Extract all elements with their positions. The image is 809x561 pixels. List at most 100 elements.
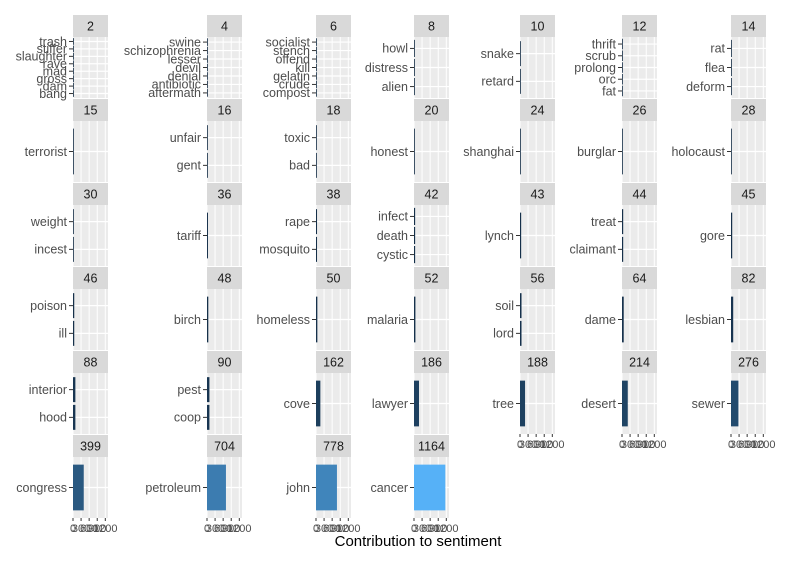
facet-strip — [622, 267, 657, 289]
facet-strip — [207, 267, 242, 289]
facet-strip — [520, 183, 555, 205]
y-tick-label: deform — [686, 80, 725, 94]
facet-plot-area — [520, 37, 555, 98]
y-tick-label: gross — [36, 72, 67, 86]
y-tick-label: lynch — [485, 229, 514, 243]
bar — [207, 38, 208, 46]
bar — [73, 90, 74, 97]
y-tick-label: offend — [275, 52, 310, 66]
facet-strip-label: 162 — [323, 356, 344, 370]
facet-strip — [414, 15, 449, 37]
bar — [316, 296, 318, 343]
facet-strip-label: 188 — [527, 356, 548, 370]
facet-panel: 4 swineschizophrenialesserdevildenialanti… — [124, 15, 242, 100]
facet-strip — [73, 435, 108, 457]
bar — [414, 77, 415, 96]
x-tick-label: 0 — [619, 439, 625, 451]
bar — [207, 212, 208, 259]
facet-strip-label: 24 — [531, 104, 545, 118]
y-tick-label: holocaust — [671, 145, 725, 159]
bar — [520, 212, 522, 259]
bar — [207, 80, 208, 89]
y-tick-label: lord — [493, 327, 514, 341]
y-tick-label: mad — [43, 65, 67, 79]
x-tick-label: 1200 — [227, 523, 251, 535]
bar — [622, 38, 623, 50]
facet-strip — [73, 351, 108, 373]
x-axis-title: Contribution to sentiment — [335, 533, 503, 550]
bar — [520, 320, 522, 346]
facet-strip — [73, 15, 108, 37]
facet-strip-label: 42 — [425, 188, 439, 202]
facet-strip-label: 48 — [218, 272, 232, 286]
facet-strip — [731, 267, 766, 289]
y-tick-label: birch — [174, 313, 201, 327]
facet-strip — [622, 15, 657, 37]
y-tick-label: orc — [599, 73, 616, 87]
y-tick-label: lawyer — [372, 397, 408, 411]
x-tick-label: 600 — [214, 523, 232, 535]
facet-strip-label: 26 — [633, 104, 647, 118]
bar — [316, 80, 317, 89]
bar — [316, 236, 318, 262]
facet-panel: 90 pest coop — [174, 351, 242, 434]
x-tick-label: 900 — [222, 523, 240, 535]
facet-strip-label: 36 — [218, 188, 232, 202]
facet-strip — [731, 15, 766, 37]
bar — [207, 63, 208, 72]
y-tick-label: soil — [495, 299, 514, 313]
y-tick-label: antibiotic — [152, 78, 201, 92]
x-tick-label: 600 — [323, 523, 341, 535]
bar — [316, 380, 321, 427]
bar — [73, 52, 74, 60]
facet-strip-label: 28 — [742, 104, 756, 118]
facet-panel: 6 socialiststenchoffendkillgelatincrudeco… — [263, 15, 351, 100]
facet-strip-label: 20 — [425, 104, 439, 118]
facet-plot-area — [207, 373, 242, 434]
facet-panel: 56 soil lord — [493, 267, 555, 350]
facet-strip-label: 4 — [221, 20, 228, 34]
x-tick-label: 0 — [728, 439, 734, 451]
y-tick-label: distress — [365, 61, 408, 75]
y-tick-label: aftermath — [148, 86, 201, 100]
bar — [622, 85, 623, 97]
facet-strip-label: 778 — [323, 440, 344, 454]
y-tick-label: treat — [591, 215, 617, 229]
facet-strip — [622, 183, 657, 205]
bar — [207, 89, 208, 97]
facet-strip-label: 399 — [80, 440, 101, 454]
y-tick-label: incest — [34, 243, 67, 257]
bar — [414, 245, 416, 264]
facet-strip — [414, 267, 449, 289]
facet-strip — [316, 435, 351, 457]
facet-strip — [622, 99, 657, 121]
bar — [316, 464, 337, 511]
facet-panel: 88 interior hood — [29, 351, 108, 434]
x-tick-label: 900 — [535, 439, 553, 451]
y-tick-label: petroleum — [145, 481, 201, 495]
facet-plot-area — [622, 205, 657, 266]
y-tick-label: crude — [279, 78, 310, 92]
bar — [622, 73, 623, 85]
facet-strip-label: 90 — [218, 356, 232, 370]
facet-strip-label: 44 — [633, 188, 647, 202]
bar — [73, 60, 74, 68]
bar — [316, 38, 317, 46]
x-tick-label: 1200 — [93, 523, 117, 535]
facet-strip — [731, 99, 766, 121]
facet-strip-label: 10 — [531, 20, 545, 34]
facet-strip-label: 30 — [84, 188, 98, 202]
y-tick-label: howl — [382, 42, 408, 56]
facet-panel: 38 rape mosquito — [259, 183, 351, 266]
bar — [207, 296, 209, 343]
facet-panel: 186 lawyer — [372, 351, 449, 434]
x-tick-label: 600 — [80, 523, 98, 535]
bar — [731, 212, 733, 259]
facet-strip — [520, 351, 555, 373]
facet-plot-area — [207, 121, 242, 182]
y-tick-label: hood — [39, 411, 67, 425]
y-tick-label: dame — [585, 313, 616, 327]
facet-panel: 28 holocaust — [671, 99, 766, 182]
